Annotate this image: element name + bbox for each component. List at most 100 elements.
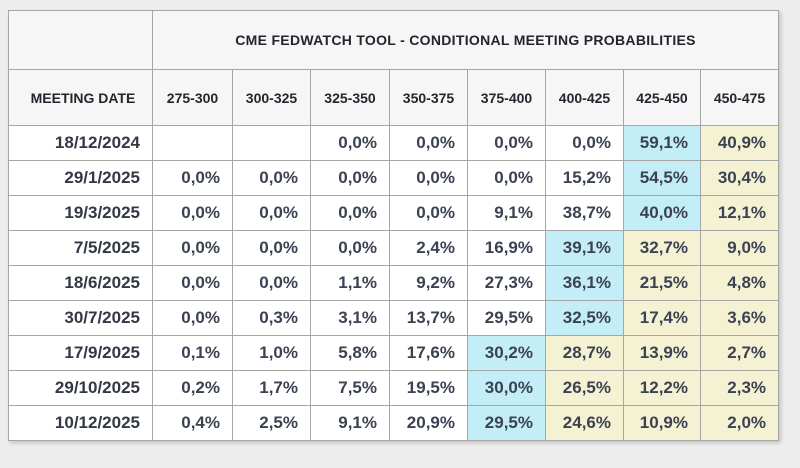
- probability-cell: 7,5%: [310, 370, 390, 406]
- probability-cell: 21,5%: [623, 265, 701, 301]
- probability-cell: 5,8%: [310, 335, 390, 371]
- rate-column-header: 400-425: [545, 69, 624, 126]
- rate-column-header: 350-375: [389, 69, 468, 126]
- probability-cell: 0,0%: [545, 125, 624, 161]
- probability-cell: 0,0%: [389, 160, 468, 196]
- probability-cell: 12,2%: [623, 370, 701, 406]
- probability-cell: 16,9%: [467, 230, 546, 266]
- probability-cell: 54,5%: [623, 160, 701, 196]
- probability-cell: 0,0%: [310, 230, 390, 266]
- table-row: 18/12/2024 0,0% 0,0% 0,0% 0,0% 59,1% 40,9%: [8, 125, 780, 161]
- corner-empty-cell: [8, 10, 153, 70]
- probability-cell: 17,6%: [389, 335, 468, 371]
- probability-cell: 29,5%: [467, 405, 546, 441]
- probability-cell: 59,1%: [623, 125, 701, 161]
- probability-cell: 0,0%: [310, 160, 390, 196]
- probability-cell: [152, 125, 233, 161]
- probability-cell: 2,4%: [389, 230, 468, 266]
- table-row: 30/7/2025 0,0% 0,3% 3,1% 13,7% 29,5% 32,5% 17,4…: [8, 300, 780, 336]
- probability-cell: 32,5%: [545, 300, 624, 336]
- probability-cell: 30,2%: [467, 335, 546, 371]
- meeting-date-cell: 10/12/2025: [8, 405, 153, 441]
- probability-cell: 27,3%: [467, 265, 546, 301]
- probability-cell: 0,0%: [152, 265, 233, 301]
- fedwatch-probabilities-table: CME FEDWATCH TOOL - CONDITIONAL MEETING …: [8, 10, 780, 441]
- probability-cell: 20,9%: [389, 405, 468, 441]
- table-row: 18/6/2025 0,0% 0,0% 1,1% 9,2% 27,3% 36,1% 21,5%…: [8, 265, 780, 301]
- meeting-date-header: MEETING DATE: [8, 69, 153, 126]
- table-row: 10/12/2025 0,4% 2,5% 9,1% 20,9% 29,5% 24,6% 10,…: [8, 405, 780, 441]
- probability-cell: 2,5%: [232, 405, 311, 441]
- probability-cell: 0,0%: [232, 195, 311, 231]
- probability-cell: 30,0%: [467, 370, 546, 406]
- table-row: 29/1/2025 0,0% 0,0% 0,0% 0,0% 0,0% 15,2% 54,5% 3…: [8, 160, 780, 196]
- probability-cell: 17,4%: [623, 300, 701, 336]
- probability-cell: 32,7%: [623, 230, 701, 266]
- rate-column-header: 300-325: [232, 69, 311, 126]
- meeting-date-cell: 29/10/2025: [8, 370, 153, 406]
- table-row: 19/3/2025 0,0% 0,0% 0,0% 0,0% 9,1% 38,7% 40,0% 1…: [8, 195, 780, 231]
- probability-cell: 2,0%: [699, 405, 780, 441]
- probability-cell: 0,0%: [152, 230, 233, 266]
- probability-cell: 38,7%: [545, 195, 624, 231]
- table-title: CME FEDWATCH TOOL - CONDITIONAL MEETING …: [151, 10, 780, 70]
- probability-cell: 28,7%: [545, 335, 624, 371]
- rate-column-header: 425-450: [623, 69, 701, 126]
- probability-cell: 0,0%: [232, 230, 311, 266]
- probability-cell: 0,0%: [152, 300, 233, 336]
- meeting-date-cell: 17/9/2025: [8, 335, 153, 371]
- probability-cell: 1,0%: [232, 335, 311, 371]
- probability-cell: 4,8%: [699, 265, 780, 301]
- probability-cell: 0,2%: [152, 370, 233, 406]
- probability-cell: 26,5%: [545, 370, 624, 406]
- table-row: 7/5/2025 0,0% 0,0% 0,0% 2,4% 16,9% 39,1% 32,7% 9…: [8, 230, 780, 266]
- probability-cell: 24,6%: [545, 405, 624, 441]
- meeting-date-cell: 18/12/2024: [8, 125, 153, 161]
- probability-cell: 2,7%: [699, 335, 780, 371]
- probability-cell: 0,0%: [467, 125, 546, 161]
- probability-cell: 13,9%: [623, 335, 701, 371]
- probability-cell: 40,9%: [699, 125, 780, 161]
- probability-cell: 0,0%: [152, 195, 233, 231]
- probability-cell: 19,5%: [389, 370, 468, 406]
- probability-cell: 29,5%: [467, 300, 546, 336]
- probability-cell: 0,0%: [389, 125, 468, 161]
- probability-cell: 9,1%: [467, 195, 546, 231]
- probability-cell: 10,9%: [623, 405, 701, 441]
- probability-cell: 9,2%: [389, 265, 468, 301]
- probability-cell: 0,0%: [467, 160, 546, 196]
- rate-column-header: 325-350: [310, 69, 390, 126]
- probability-cell: 1,7%: [232, 370, 311, 406]
- probability-cell: [232, 125, 311, 161]
- probability-cell: 15,2%: [545, 160, 624, 196]
- probability-cell: 1,1%: [310, 265, 390, 301]
- probability-cell: 40,0%: [623, 195, 701, 231]
- probability-cell: 2,3%: [699, 370, 780, 406]
- probability-cell: 30,4%: [699, 160, 780, 196]
- probability-cell: 0,3%: [232, 300, 311, 336]
- probability-cell: 12,1%: [699, 195, 780, 231]
- probability-cell: 0,0%: [389, 195, 468, 231]
- probability-cell: 0,4%: [152, 405, 233, 441]
- rate-column-header: 450-475: [699, 69, 780, 126]
- table-row: 29/10/2025 0,2% 1,7% 7,5% 19,5% 30,0% 26,5% 12,…: [8, 370, 780, 406]
- meeting-date-cell: 18/6/2025: [8, 265, 153, 301]
- meeting-date-cell: 19/3/2025: [8, 195, 153, 231]
- column-header-row: MEETING DATE 275-300 300-325 325-350 350-37…: [8, 69, 780, 126]
- meeting-date-cell: 29/1/2025: [8, 160, 153, 196]
- probability-cell: 3,6%: [699, 300, 780, 336]
- probability-cell: 39,1%: [545, 230, 624, 266]
- probability-cell: 9,0%: [699, 230, 780, 266]
- probability-cell: 3,1%: [310, 300, 390, 336]
- probability-cell: 9,1%: [310, 405, 390, 441]
- probability-cell: 13,7%: [389, 300, 468, 336]
- probability-cell: 0,0%: [232, 160, 311, 196]
- meeting-date-cell: 7/5/2025: [8, 230, 153, 266]
- table-body: 18/12/2024 0,0% 0,0% 0,0% 0,0% 59,1% 40,9% 29/1…: [8, 125, 780, 441]
- probability-cell: 0,0%: [152, 160, 233, 196]
- probability-cell: 0,0%: [232, 265, 311, 301]
- probability-cell: 0,0%: [310, 195, 390, 231]
- probability-cell: 36,1%: [545, 265, 624, 301]
- probability-cell: 0,1%: [152, 335, 233, 371]
